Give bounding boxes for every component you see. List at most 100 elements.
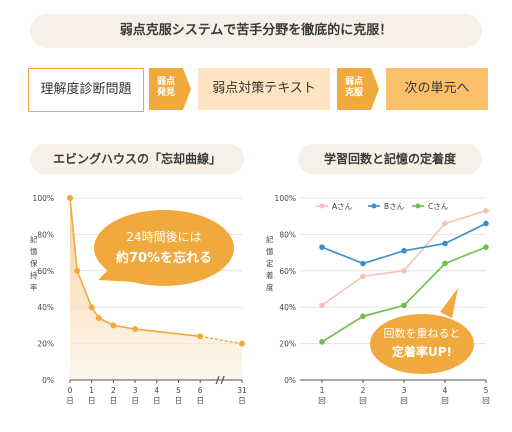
- data-point: [74, 267, 81, 274]
- x-tick-label-number: 3: [133, 386, 138, 395]
- x-tick-label-number: 6: [198, 386, 203, 395]
- data-point: [442, 260, 448, 267]
- x-tick-label-unit: 回: [482, 396, 490, 405]
- x-tick-label-unit: 日: [131, 396, 139, 405]
- data-point: [360, 313, 366, 320]
- legend-marker: [415, 203, 421, 209]
- flow-step-weakness-text: 弱点対策テキスト: [198, 68, 330, 110]
- series-line-dashed: [200, 335, 243, 345]
- data-point: [95, 315, 102, 322]
- data-point: [401, 302, 407, 309]
- data-point: [360, 260, 366, 267]
- x-tick-label-unit: 日: [238, 396, 246, 405]
- data-point: [67, 195, 73, 201]
- x-tick-label-number: 31: [237, 386, 247, 395]
- y-tick-label: 0%: [284, 376, 296, 385]
- callout-tail: [440, 288, 458, 318]
- x-tick-label-unit: 回: [359, 396, 367, 405]
- y-tick-label: 60%: [279, 267, 296, 276]
- y-axis-label-char: 憶: [266, 246, 274, 256]
- x-tick-label-unit: 回: [441, 396, 449, 405]
- x-tick-label-number: 5: [176, 386, 181, 395]
- y-tick-label: 40%: [279, 303, 296, 312]
- legend-label: Cさん: [428, 202, 449, 211]
- flow-arrow-label: 弱点 発見: [149, 77, 183, 99]
- data-point: [360, 273, 366, 280]
- x-tick-label-number: 5: [484, 386, 489, 395]
- flow-step-diagnostic: 理解度診断問題: [28, 68, 144, 112]
- data-point: [197, 333, 204, 340]
- x-tick-label-number: 1: [320, 386, 325, 395]
- data-point: [483, 220, 489, 227]
- x-tick-label-unit: 日: [66, 396, 74, 405]
- data-point: [88, 304, 95, 311]
- y-axis-label-char: 度: [266, 282, 274, 292]
- x-tick-label-unit: 日: [196, 396, 204, 405]
- y-axis-label-char: 持: [30, 270, 38, 280]
- callout-line-1: 回数を重ねると: [384, 326, 461, 340]
- header-banner: 弱点克服システムで苦手分野を徹底的に克服！: [30, 14, 482, 48]
- y-tick-label: 40%: [37, 303, 54, 312]
- learning-retention-chart: 0% 20% 40% 60% 80% 100% 記憶定着度 1 回 2 回 3 回 4 回 5 回 Aさん Bさん C…: [264, 184, 490, 410]
- right-chart-title: 学習回数と記憶の定着度: [298, 144, 482, 174]
- arrow-shape-icon: [149, 68, 191, 110]
- data-point: [132, 326, 139, 333]
- y-axis-label-char: 保: [30, 259, 38, 268]
- flow-arrow-overcome: 弱点 克服: [337, 68, 379, 110]
- y-tick-label: 100%: [33, 194, 54, 203]
- forgetting-curve-chart: 0% 20% 40% 60% 80% 100% 記憶保持率 0 日 1 日 2 日 3 日 4 日 5 日 6 日 31 日…: [24, 184, 250, 410]
- left-chart-title: エビングハウスの「忘却曲線」: [30, 144, 244, 174]
- legend-label: Bさん: [384, 202, 405, 211]
- data-point: [239, 340, 245, 347]
- flow-arrow-label: 弱点 克服: [337, 77, 371, 99]
- data-point: [319, 302, 325, 309]
- y-tick-label: 20%: [279, 340, 296, 349]
- y-tick-label: 60%: [37, 267, 54, 276]
- flow-arrow-line: 克服: [344, 88, 363, 98]
- x-tick-label-unit: 日: [175, 396, 183, 405]
- y-tick-label: 100%: [275, 194, 296, 203]
- data-point: [483, 207, 489, 214]
- y-tick-label: 80%: [37, 230, 54, 239]
- legend-marker: [371, 203, 377, 209]
- x-tick-label-number: 1: [89, 386, 94, 395]
- y-axis-label-char: 着: [266, 270, 274, 280]
- x-tick-label-unit: 回: [318, 396, 326, 405]
- legend-marker: [319, 203, 325, 209]
- x-tick-label-number: 3: [402, 386, 407, 395]
- callout-line-2: 約70%を忘れる: [116, 250, 212, 266]
- x-tick-label-number: 4: [154, 386, 159, 395]
- y-axis-label-char: 記: [30, 234, 38, 244]
- data-point: [483, 244, 489, 250]
- callout-ellipse: [94, 210, 234, 286]
- flow-arrow-line: 弱点: [156, 77, 175, 87]
- y-axis-label-char: 憶: [30, 246, 38, 256]
- y-axis-label-char: 率: [30, 282, 38, 292]
- y-axis-label-char: 定: [266, 258, 274, 268]
- data-point: [442, 240, 448, 247]
- flow-arrow-discover: 弱点 発見: [149, 68, 191, 110]
- callout-line-1: 24時間後には: [126, 230, 201, 244]
- callout-line-2: 定着率UP!: [392, 344, 452, 359]
- callout-ellipse: [370, 314, 474, 374]
- axis-break-icon: [215, 375, 225, 385]
- legend-label: Aさん: [332, 202, 353, 211]
- x-tick-label-number: 4: [443, 386, 448, 395]
- series-line: [321, 209, 487, 307]
- data-point: [319, 338, 325, 345]
- data-point: [401, 268, 407, 274]
- y-tick-label: 80%: [279, 230, 296, 239]
- x-tick-label-unit: 回: [400, 396, 408, 405]
- x-tick-label-number: 2: [361, 386, 366, 395]
- x-tick-label-unit: 日: [110, 396, 118, 405]
- x-tick-label-number: 2: [111, 386, 116, 395]
- forgetting-curve-svg: 0%20%40%60%80%100%記憶保持率0日1日2日3日4日5日6日31日…: [30, 194, 247, 405]
- data-point: [319, 244, 325, 250]
- x-tick-label-unit: 日: [153, 396, 161, 405]
- x-tick-label-number: 0: [68, 386, 73, 395]
- flow-arrow-line: 弱点: [344, 77, 363, 87]
- flow-step-next-unit: 次の単元へ: [386, 68, 488, 110]
- y-tick-label: 20%: [37, 340, 54, 349]
